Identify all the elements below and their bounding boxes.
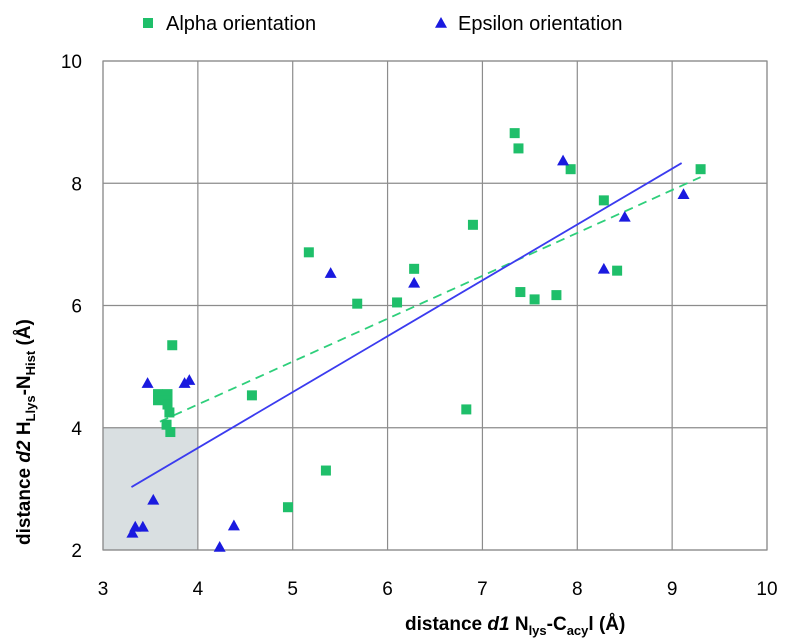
x-tick-label: 10 xyxy=(756,579,777,600)
trendline xyxy=(159,176,701,423)
point-alpha xyxy=(529,294,540,305)
point-alpha xyxy=(320,465,331,476)
point-epsilon xyxy=(324,267,337,278)
y-tick-label: 6 xyxy=(71,297,82,318)
point-alpha xyxy=(246,390,257,401)
x-tick-label: 7 xyxy=(477,579,488,600)
point-alpha xyxy=(303,247,314,258)
point-alpha xyxy=(612,265,623,276)
point-epsilon xyxy=(618,210,631,222)
point-epsilon xyxy=(136,520,149,532)
point-alpha xyxy=(565,164,576,175)
point-alpha xyxy=(352,298,363,309)
point-epsilon xyxy=(227,519,240,531)
point-alpha xyxy=(515,287,526,298)
point-epsilon xyxy=(677,188,690,200)
point-alpha xyxy=(461,404,472,415)
point-epsilon xyxy=(557,154,570,166)
y-axis-title: distance d2 HLlys-NHist (Å) xyxy=(14,319,38,545)
x-tick-label: 8 xyxy=(572,579,583,600)
point-alpha xyxy=(167,340,178,351)
point-alpha xyxy=(162,389,173,400)
point-alpha xyxy=(161,419,172,430)
trend-lines xyxy=(131,162,701,488)
x-tick-label: 3 xyxy=(98,579,109,600)
legend-marker-alpha xyxy=(143,18,153,28)
x-tick-label: 9 xyxy=(667,579,678,600)
point-alpha xyxy=(282,502,293,513)
x-tick-label: 5 xyxy=(287,579,298,600)
point-alpha xyxy=(153,395,164,406)
plot-border xyxy=(102,60,768,551)
point-alpha xyxy=(165,427,176,438)
legend: Alpha orientation Epsilon orientation xyxy=(143,13,623,35)
trendline xyxy=(131,162,683,488)
y-tick-label: 8 xyxy=(71,174,82,195)
point-alpha xyxy=(153,389,164,400)
point-epsilon xyxy=(213,540,226,552)
point-alpha xyxy=(509,128,520,139)
point-alpha xyxy=(598,195,609,206)
x-tick-label: 6 xyxy=(382,579,393,600)
y-axis-ticks: 2 4 6 8 10 xyxy=(61,52,83,562)
x-axis-title: distance d1 Nlys-Cacyl (Å) xyxy=(405,614,625,638)
point-epsilon xyxy=(183,374,196,385)
point-alpha xyxy=(551,290,562,301)
point-epsilon xyxy=(147,493,160,505)
point-epsilon xyxy=(597,262,610,274)
point-alpha xyxy=(392,297,403,308)
point-alpha xyxy=(409,263,420,274)
point-epsilon xyxy=(129,520,142,532)
legend-label-alpha: Alpha orientation xyxy=(166,13,316,35)
data-points xyxy=(126,128,706,552)
legend-marker-epsilon xyxy=(435,17,447,28)
point-alpha xyxy=(164,407,175,418)
point-alpha xyxy=(467,219,478,230)
x-tick-label: 4 xyxy=(193,579,204,600)
point-epsilon xyxy=(178,377,191,388)
point-epsilon xyxy=(408,276,421,288)
point-alpha xyxy=(513,143,524,154)
point-alpha xyxy=(162,399,173,410)
x-axis-ticks: 3 4 5 6 7 8 9 10 xyxy=(98,579,778,600)
y-tick-label: 2 xyxy=(71,541,82,562)
highlight-region xyxy=(103,427,198,550)
point-epsilon xyxy=(141,377,154,388)
y-tick-label: 10 xyxy=(61,52,82,73)
point-alpha xyxy=(695,164,706,175)
y-tick-label: 4 xyxy=(71,419,82,440)
point-epsilon xyxy=(126,526,139,538)
legend-label-epsilon: Epsilon orientation xyxy=(458,13,623,35)
grid-lines xyxy=(102,60,768,551)
